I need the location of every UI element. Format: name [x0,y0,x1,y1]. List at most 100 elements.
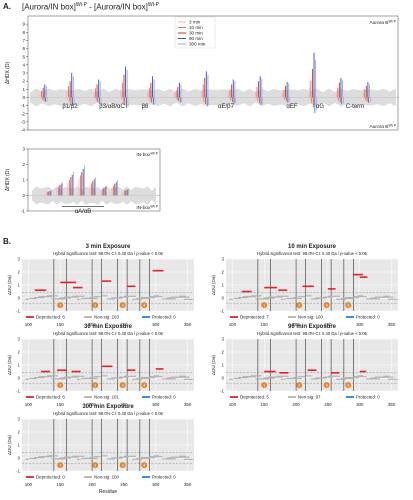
y-tick-label: 2 [222,350,225,355]
region-marker-label: 4 [143,464,145,468]
region-marker-label: 3 [326,304,328,308]
woods-plot-title: 10 min Exposure [288,244,337,250]
region-label: β1/β2 [62,104,78,110]
region-marker [345,302,352,309]
region-label: αG [316,104,324,110]
x-tick-label: 150 [261,402,269,407]
region-marker-label: 1 [263,384,265,388]
y-tick-label: 4 [22,62,25,67]
region-marker [296,382,303,389]
x-tick-label: 250 [120,402,128,407]
bottom-right-label-sup: Wt-P [388,124,396,128]
x-tick-label: 250 [324,402,332,407]
woods-plot-title: 90 min Exposure [288,324,337,330]
y-tick-label: 5 [22,54,25,59]
x-tick-label: 350 [388,402,396,407]
x-tick-label: 100 [25,322,33,327]
region-marker [261,302,268,309]
y-axis-label: ΔHDX (D) [5,62,11,85]
region-marker [57,382,64,389]
heading-sup2: Wt-P [147,2,159,8]
y-tick-label: -2 [21,111,26,116]
x-tick-label: 250 [324,322,332,327]
region-marker [323,302,330,309]
legend-label: 90 min [189,36,203,41]
y-tick-label: -1 [16,389,20,394]
woods-plot-subtitle: Hybrid significance test: 98.0% CI: 0.40… [53,331,163,336]
y-tick-label: 0 [222,376,225,381]
x-tick-label: 150 [57,482,65,487]
region-marker-label: 4 [143,384,145,388]
y-tick-label: -1 [16,469,20,474]
region-marker [141,302,148,309]
region-marker-label: 3 [326,384,328,388]
legend-deprotected: Deprotected: 6 [36,395,65,400]
x-tick-label: 350 [184,482,192,487]
y-tick-label: 1 [22,87,25,92]
legend-protected: Protected: 0 [356,395,380,400]
top-right-label-sup: Wt-P [388,20,396,24]
y-tick-label: 2 [18,270,21,275]
region-marker [92,302,99,309]
y-tick-label: -1 [21,209,26,214]
region-marker-label: 4 [347,304,349,308]
y-tick-label: 3 [18,257,21,262]
region-marker [92,462,99,469]
bottom-right-label: IN-boxWt-P [136,205,158,212]
x-tick-label: 300 [356,402,364,407]
panel-a-heading: [Aurora/IN box]Wt-P - [Aurora/IN box]Wt-… [22,2,159,12]
y-tick-label: 2 [222,270,225,275]
y-tick-label: -4 [21,128,26,133]
region-marker-label: 4 [347,384,349,388]
region-marker-label: 2 [298,304,300,308]
y-tick-label: 3 [222,257,225,262]
region-marker [92,382,99,389]
y-tick-label: 2 [22,162,25,167]
region-marker [119,462,126,469]
legend-nonsig: Non-sig: 100 [298,315,323,320]
x-tick-label: 100 [229,322,237,327]
legend-protected: Protected: 0 [152,475,176,480]
region-marker-label: 1 [263,304,265,308]
x-tick-label: 300 [152,482,160,487]
region-marker-label: 3 [122,304,124,308]
bottom-right-label-sup: Wt-P [150,205,158,209]
woods-plot-subtitle: Hybrid significance test: 98.0% CI: 0.40… [257,331,367,336]
y-tick-label: 6 [22,46,25,51]
region-marker [141,462,148,469]
y-tick-label: 2 [22,79,25,84]
y-tick-label: 8 [22,30,25,35]
y-tick-label: 3 [22,147,25,152]
x-tick-label: 150 [57,322,65,327]
heading-part2: - [Aurora/IN box] [86,2,148,12]
x-tick-label: 300 [152,402,160,407]
region-marker-label: 1 [59,384,61,388]
x-tick-label: 200 [88,322,96,327]
legend-nonsig: Non-sig: 97 [298,395,321,400]
x-tick-label: 300 [152,322,160,327]
legend-protected: Protected: 0 [152,315,176,320]
legend-protected: Protected: 0 [356,315,380,320]
region-label: αA/αB [75,209,92,215]
y-tick-label: 3 [18,337,21,342]
y-tick-label: -1 [220,389,224,394]
region-marker [345,382,352,389]
x-tick-label: 200 [292,322,300,327]
region-label: αE/β7 [218,104,235,110]
x-tick-label: 200 [88,402,96,407]
x-tick-label: 350 [184,322,192,327]
y-axis-label: ΔDU (Da) [211,355,216,375]
region-label: β6 [142,104,149,110]
top-right-label: IN-boxWt-P [136,152,158,159]
y-axis-label: ΔDU (Da) [7,275,12,295]
region-marker [141,382,148,389]
legend-deprotected: Deprotected: 0 [36,475,65,480]
legend-deprotected: Deprotected: 5 [240,395,269,400]
y-tick-label: 3 [222,337,225,342]
